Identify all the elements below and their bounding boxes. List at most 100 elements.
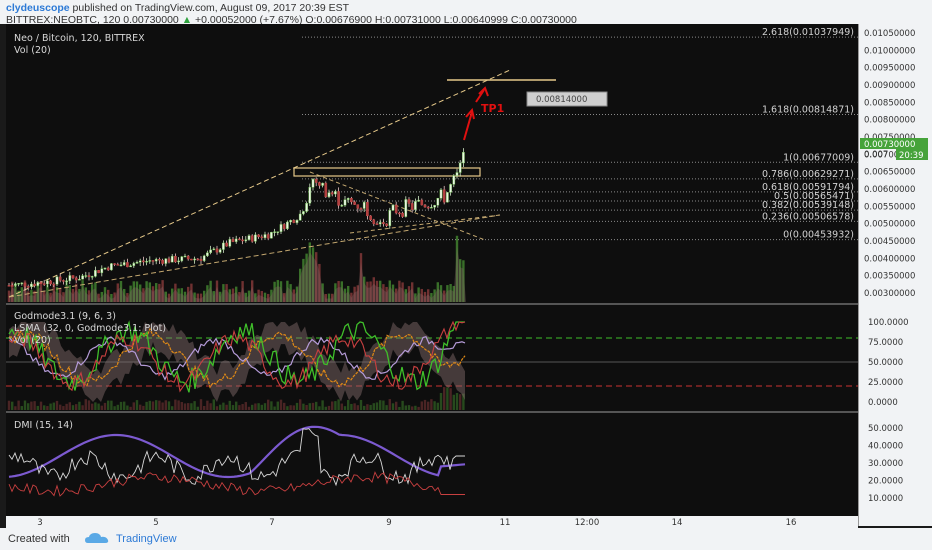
tp-callout-box[interactable]	[526, 91, 608, 107]
price-tick: 0.01000000	[864, 46, 915, 56]
godmode-volume-bar	[462, 393, 465, 410]
target-annotation[interactable]	[463, 86, 489, 141]
candle-body	[151, 260, 155, 262]
volume-bar	[225, 284, 228, 302]
godmode-volume-bar	[43, 405, 46, 410]
volume-bar	[334, 283, 337, 302]
volume-bar	[11, 281, 14, 302]
price-tick: 0.00550000	[864, 202, 915, 212]
candle-body	[206, 252, 209, 257]
godmode-volume-bar	[420, 401, 423, 410]
candle-body	[222, 242, 225, 250]
tp1-label[interactable]: TP1	[481, 102, 504, 115]
volume-bar	[279, 281, 283, 302]
godmode-volume-bar	[193, 401, 196, 410]
volume-bar	[388, 280, 391, 302]
candle-body	[442, 189, 446, 203]
volume-bar	[267, 293, 270, 302]
candle-body	[20, 282, 24, 285]
godmode-volume-bar	[289, 405, 292, 410]
godmode-volume-bar	[39, 401, 43, 410]
candle-body	[359, 208, 363, 210]
trendline-drawings[interactable]	[8, 69, 556, 298]
time-tick: 3	[37, 518, 42, 528]
candle-body	[174, 255, 177, 263]
godmode-volume-bar	[187, 403, 190, 410]
candle-body	[23, 282, 27, 287]
candle-body	[129, 265, 132, 268]
time-tick: 7	[269, 518, 274, 528]
price-tick: 0.01050000	[864, 29, 915, 39]
volume-bar	[81, 280, 84, 302]
volume-bar	[75, 283, 78, 302]
candle-body	[138, 260, 142, 263]
godmode-volume-bar	[257, 403, 260, 410]
candle-body	[401, 212, 404, 217]
volume-bar	[273, 281, 276, 302]
time-tick: 9	[386, 518, 391, 528]
candle-body	[94, 270, 97, 277]
fib-level-label: 1(0.00677009)	[783, 152, 854, 163]
volume-bar	[449, 284, 452, 302]
volume-bar	[100, 291, 103, 302]
volume-bar	[94, 282, 97, 302]
candle-body	[97, 270, 100, 274]
godmode-volume-bar	[14, 406, 17, 410]
godmode-volume-bar	[251, 404, 254, 410]
candle-body	[55, 276, 59, 285]
candle-body	[161, 260, 164, 264]
godmode-volume-bar	[299, 399, 302, 410]
volume-bar	[183, 291, 187, 302]
godmode-volume-bar	[65, 403, 68, 410]
volume-bar	[151, 286, 155, 302]
candle-body	[308, 187, 312, 204]
volume-bar	[359, 253, 363, 302]
volume-bar	[222, 284, 225, 302]
price-axis[interactable]	[858, 24, 932, 526]
price-tick: 0.00650000	[864, 168, 915, 178]
volume-bar	[87, 290, 91, 302]
time-axis[interactable]	[6, 516, 858, 528]
godmode-volume-bar	[350, 403, 353, 410]
volume-bar	[119, 280, 123, 302]
godmode-volume-bar	[164, 400, 167, 410]
price-tick: 0.00950000	[864, 64, 915, 74]
godmode-volume-bar	[126, 405, 129, 410]
candle-body	[74, 277, 78, 281]
price-tick: 0.00800000	[864, 116, 915, 126]
tp-arrowhead	[465, 107, 475, 120]
candle-body	[234, 238, 238, 242]
candle-body	[90, 276, 94, 278]
author-link[interactable]: clydeuscope	[6, 2, 70, 14]
candle-body	[452, 175, 456, 185]
candle-body	[343, 199, 347, 206]
candle-body	[65, 280, 68, 283]
candle-body	[350, 198, 353, 203]
godmode-volume-bar	[59, 404, 62, 410]
volume-bar	[52, 284, 55, 302]
candle-body	[388, 210, 392, 226]
candle-body	[231, 239, 235, 242]
candle-body	[327, 192, 331, 198]
candle-body	[68, 275, 72, 282]
candle-body	[154, 259, 158, 262]
candle-body	[455, 172, 459, 176]
candle-body	[334, 191, 337, 195]
volume-bar	[180, 288, 183, 302]
godmode-volume-bar	[404, 405, 407, 410]
candle-body	[250, 235, 254, 242]
tradingview-cloud-icon	[85, 533, 109, 543]
candle-body	[382, 222, 385, 225]
tradingview-brand-link[interactable]: TradingView	[116, 533, 177, 545]
candle-body	[49, 280, 52, 285]
godmode-volume-bar	[433, 401, 436, 410]
candle-body	[311, 178, 315, 188]
godmode-volume-bar	[107, 400, 110, 410]
price-tick: 0.00700000	[864, 150, 915, 160]
candle-body	[378, 222, 382, 225]
candle-body	[135, 262, 139, 264]
volume-bar	[260, 290, 263, 302]
fibonacci-retracement[interactable]: 2.618(0.01037949) 1.618(0.00814871) 1(0.00…	[302, 27, 858, 241]
godmode-label: Godmode3.1 (9, 6, 3)	[14, 311, 116, 322]
